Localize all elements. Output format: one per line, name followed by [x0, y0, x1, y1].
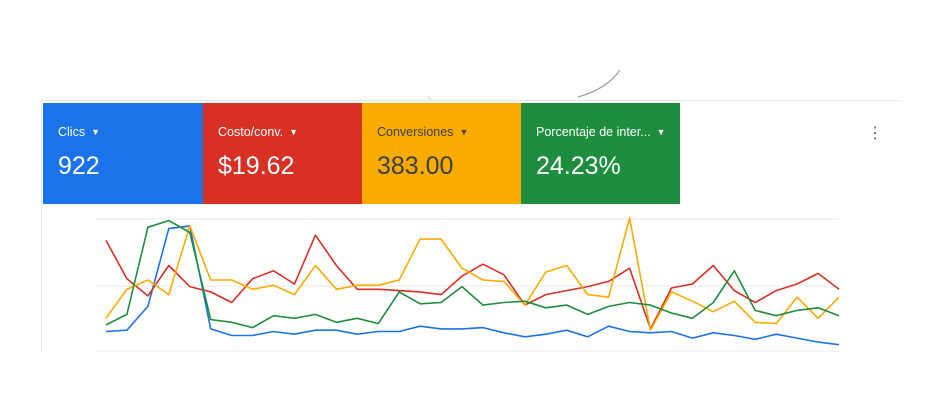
scorecard-costo-conv[interactable]: Costo/conv. ▼ $19.62 — [203, 103, 362, 204]
scorecard-label: Costo/conv. — [218, 125, 284, 139]
scorecard-label: Porcentaje de inter... — [536, 125, 651, 139]
scorecard-value: $19.62 — [218, 152, 295, 180]
more-vert-icon[interactable]: ⋮ — [867, 125, 883, 142]
scorecard-label: Conversiones — [377, 125, 454, 139]
scorecard-label-row: Porcentaje de inter... ▼ — [536, 125, 680, 139]
scorecard-value: 383.00 — [377, 152, 454, 180]
caret-down-icon[interactable]: ▼ — [459, 126, 469, 137]
series-line-0 — [105, 225, 840, 346]
series-line-2 — [105, 217, 840, 331]
scorecard-label-row: Clics ▼ — [58, 125, 203, 139]
scorecard-conversiones[interactable]: Conversiones ▼ 383.00 — [362, 103, 521, 204]
scorecard-label-row: Conversiones ▼ — [377, 125, 521, 139]
caret-down-icon[interactable]: ▼ — [91, 126, 101, 137]
series-line-3 — [105, 219, 840, 329]
scorecard-value: 24.23% — [536, 152, 621, 180]
scorecard-porcentaje-interaccion[interactable]: Porcentaje de inter... ▼ 24.23% — [521, 103, 680, 204]
caret-down-icon[interactable]: ▼ — [289, 126, 298, 137]
scorecard-label-row: Costo/conv. ▼ — [218, 125, 362, 139]
series-line-1 — [105, 234, 840, 330]
caret-down-icon[interactable]: ▼ — [656, 126, 666, 137]
scorecard-value: 922 — [58, 152, 100, 180]
line-chart — [96, 217, 840, 352]
scorecard-label: Clics — [58, 125, 86, 139]
scorecard-clics[interactable]: Clics ▼ 922 — [43, 103, 203, 204]
performance-card: Clics ▼ 922 Costo/conv. ▼ $19.62 Convers… — [41, 100, 900, 352]
scorecard-row: Clics ▼ 922 Costo/conv. ▼ $19.62 Convers… — [43, 103, 680, 204]
